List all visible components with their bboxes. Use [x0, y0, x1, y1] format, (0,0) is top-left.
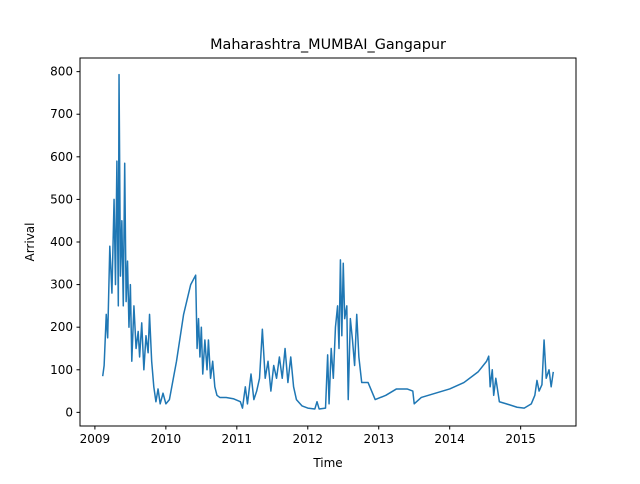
y-axis-label: Arrival	[23, 223, 37, 262]
y-tick-label: 700	[50, 107, 73, 121]
x-tick-label: 2011	[222, 432, 253, 446]
data-line	[101, 73, 555, 410]
y-tick-label: 200	[50, 320, 73, 334]
y-tick-label: 600	[50, 150, 73, 164]
y-tick-label: 400	[50, 235, 73, 249]
x-tick-label: 2014	[434, 432, 465, 446]
y-tick-label: 300	[50, 278, 73, 292]
y-tick-label: 500	[50, 192, 73, 206]
x-tick-label: 2012	[293, 432, 324, 446]
y-tick-label: 100	[50, 363, 73, 377]
x-tick-label: 2015	[505, 432, 536, 446]
x-tick-label: 2013	[363, 432, 394, 446]
x-tick-label: 2010	[151, 432, 182, 446]
plot-frame	[79, 57, 577, 427]
y-tick-label: 0	[65, 405, 73, 419]
chart-title: Maharashtra_MUMBAI_Gangapur	[210, 37, 446, 53]
x-axis-label: Time	[312, 456, 342, 470]
x-tick-label: 2009	[80, 432, 111, 446]
y-tick-label: 800	[50, 65, 73, 79]
